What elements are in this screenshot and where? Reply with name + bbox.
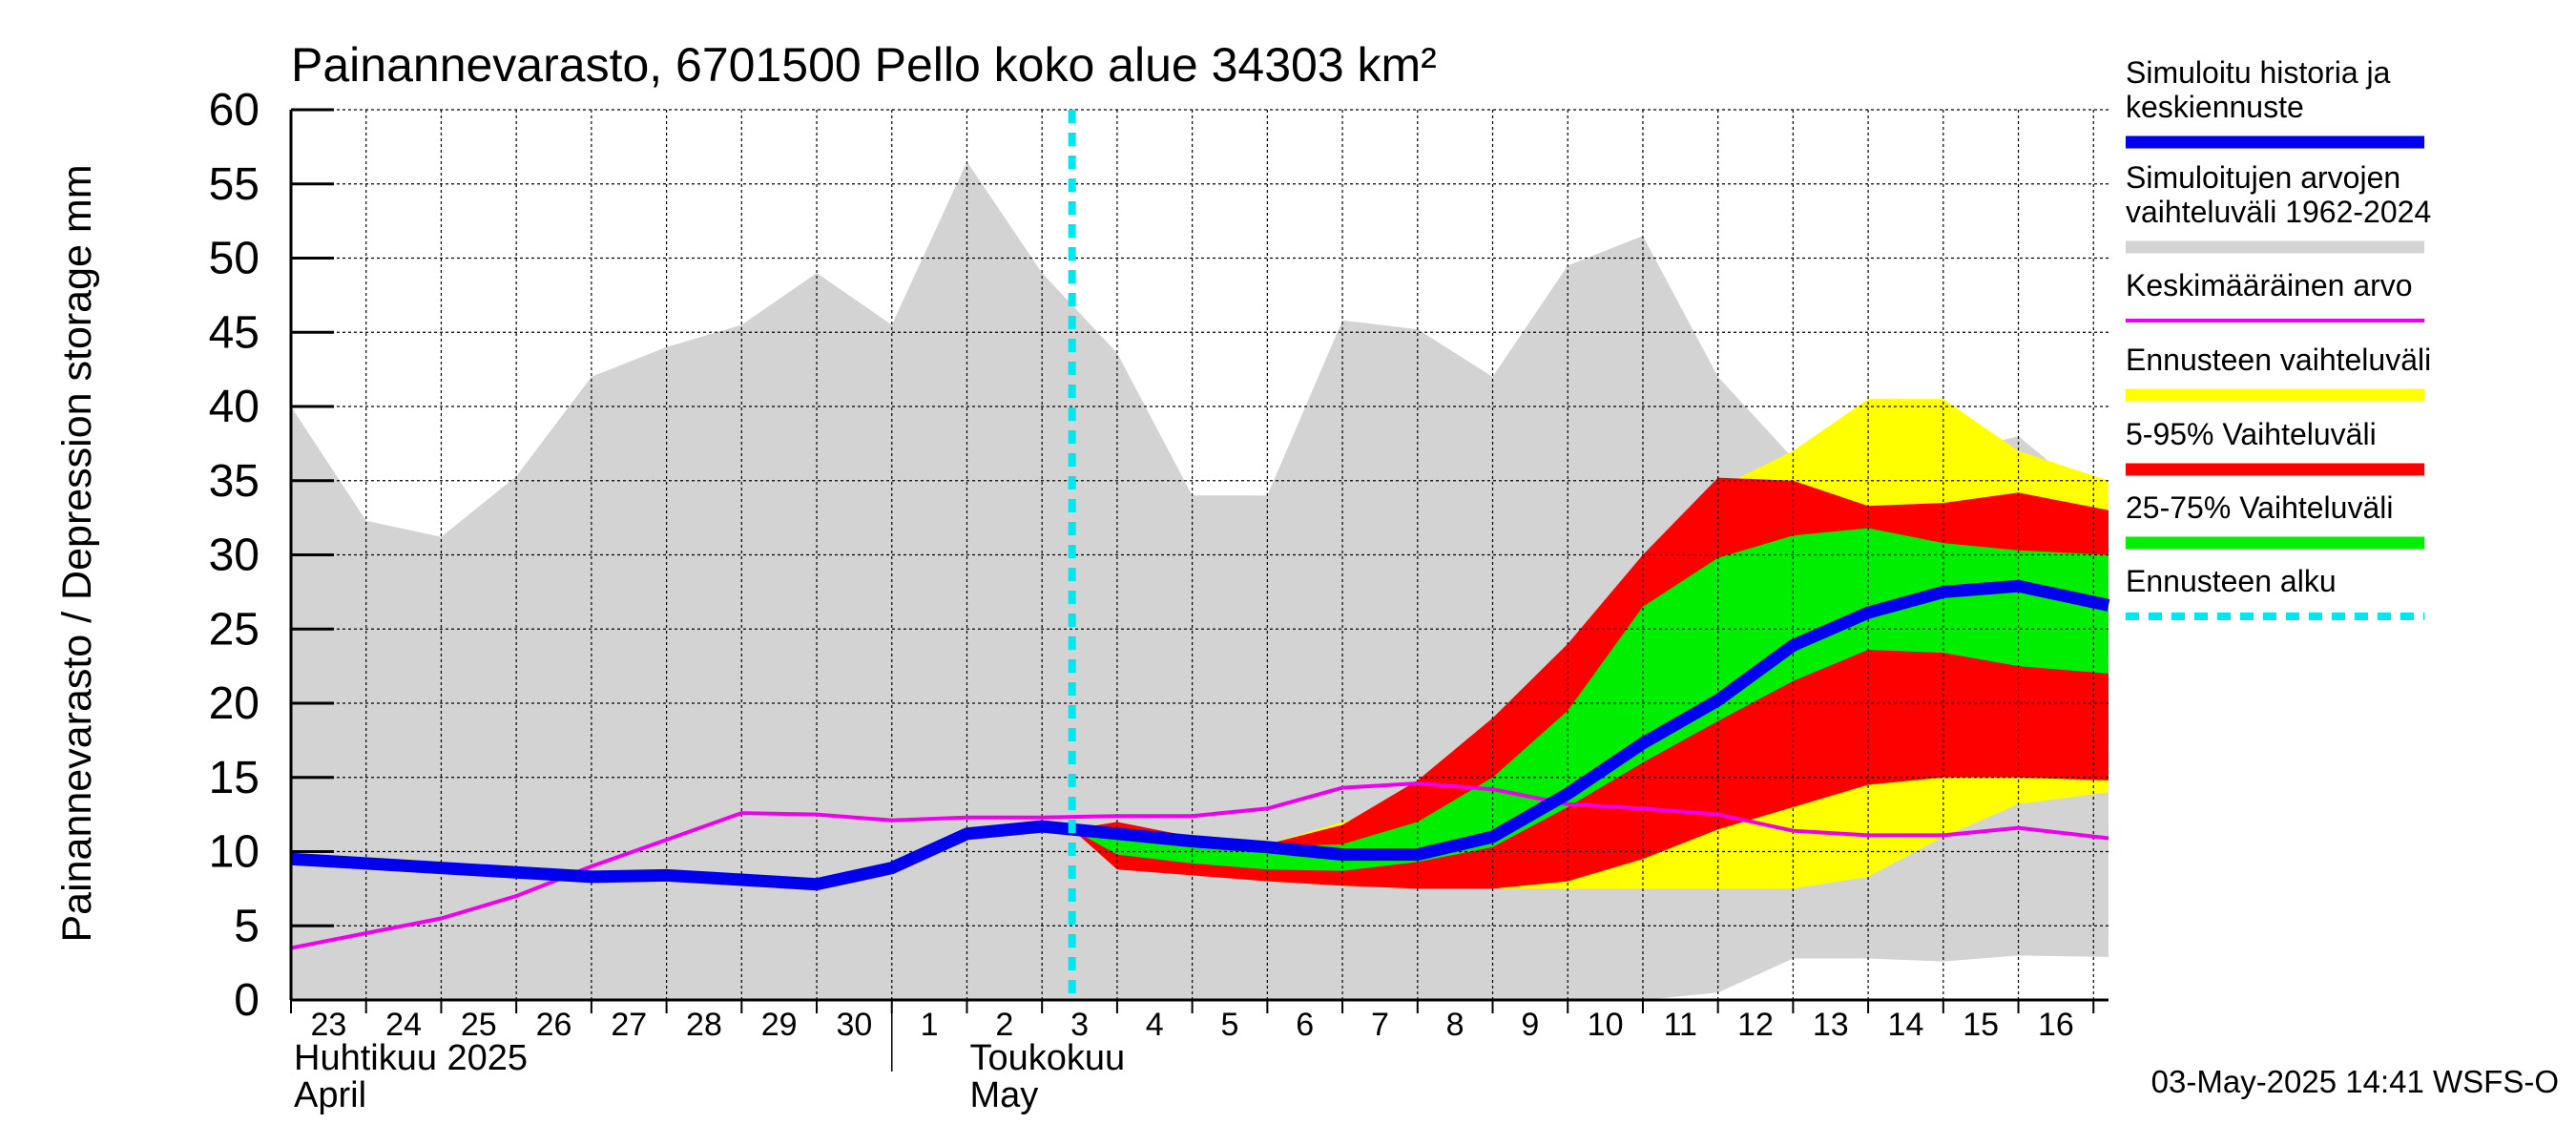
legend-label: 5-95% Vaihteluväli (2126, 417, 2377, 451)
legend-label: 25-75% Vaihteluväli (2126, 490, 2393, 525)
x-tick-label: 27 (611, 1007, 647, 1043)
x-tick-label: 7 (1371, 1007, 1389, 1043)
y-tick-label: 10 (209, 827, 260, 878)
mean-line (290, 781, 2109, 950)
x-tick-label: 24 (385, 1007, 422, 1043)
x-tick-label: 5 (1221, 1007, 1239, 1043)
x-tick-label: 14 (1888, 1007, 1924, 1043)
legend-label: Simuloitu historia ja (2126, 55, 2391, 90)
legend-label: keskiennuste (2126, 90, 2304, 124)
x-tick-label: 26 (536, 1007, 572, 1043)
x-tick-label: 4 (1146, 1007, 1164, 1043)
legend-label: Ennusteen vaihteluväli (2126, 343, 2431, 377)
legend-label: vaihteluväli 1962-2024 (2126, 195, 2431, 229)
month-label-en: May (969, 1075, 1038, 1115)
chart-title: Painannevarasto, 6701500 Pello koko alue… (291, 38, 1437, 92)
y-tick-label: 55 (209, 159, 260, 210)
timestamp: 03-May-2025 14:41 WSFS-O (2151, 1064, 2559, 1099)
x-tick-label: 6 (1296, 1007, 1314, 1043)
month-label-en: April (294, 1075, 366, 1115)
axes (289, 108, 2109, 1072)
x-tick-label: 8 (1446, 1007, 1465, 1043)
y-tick-label: 35 (209, 456, 260, 507)
x-tick-label: 3 (1070, 1007, 1089, 1043)
x-tick-label: 13 (1813, 1007, 1849, 1043)
forecast-bands (1071, 399, 2109, 889)
x-tick-label: 30 (836, 1007, 872, 1043)
median-line (290, 579, 2110, 891)
x-tick-label: 29 (761, 1007, 798, 1043)
y-tick-label: 60 (209, 85, 260, 135)
series-lines (290, 110, 2110, 1000)
legend-label: Ennusteen alku (2126, 564, 2337, 598)
x-tick-label: 28 (686, 1007, 722, 1043)
x-tick-label: 15 (1963, 1007, 1999, 1043)
y-axis-label: Painannevarasto / Depression storage mm (54, 164, 100, 942)
y-tick-label: 25 (209, 604, 260, 655)
y-tick-label: 30 (209, 531, 260, 581)
y-tick-label: 15 (209, 753, 260, 803)
x-tick-label: 1 (921, 1007, 939, 1043)
x-tick-label: 25 (461, 1007, 497, 1043)
y-tick-label: 50 (209, 234, 260, 284)
month-label-fi: Huhtikuu 2025 (294, 1038, 528, 1078)
legend-label: Simuloitujen arvojen (2126, 160, 2400, 195)
y-tick-label: 40 (209, 382, 260, 432)
x-tick-label: 11 (1664, 1007, 1697, 1043)
x-tick-label: 2 (995, 1007, 1013, 1043)
y-tick-label: 20 (209, 678, 260, 729)
x-tick-label: 12 (1737, 1007, 1774, 1043)
month-label-fi: Toukokuu (969, 1038, 1125, 1078)
y-tick-label: 0 (234, 975, 260, 1026)
x-tick-label: 16 (2038, 1007, 2074, 1043)
legend-label: Keskimääräinen arvo (2126, 268, 2413, 302)
x-tick-label: 10 (1588, 1007, 1624, 1043)
y-tick-label: 45 (209, 307, 260, 358)
x-tick-label: 23 (310, 1007, 346, 1043)
p25-75-band (1071, 528, 2109, 871)
x-tick-label: 9 (1521, 1007, 1539, 1043)
y-tick-label: 5 (234, 901, 260, 951)
